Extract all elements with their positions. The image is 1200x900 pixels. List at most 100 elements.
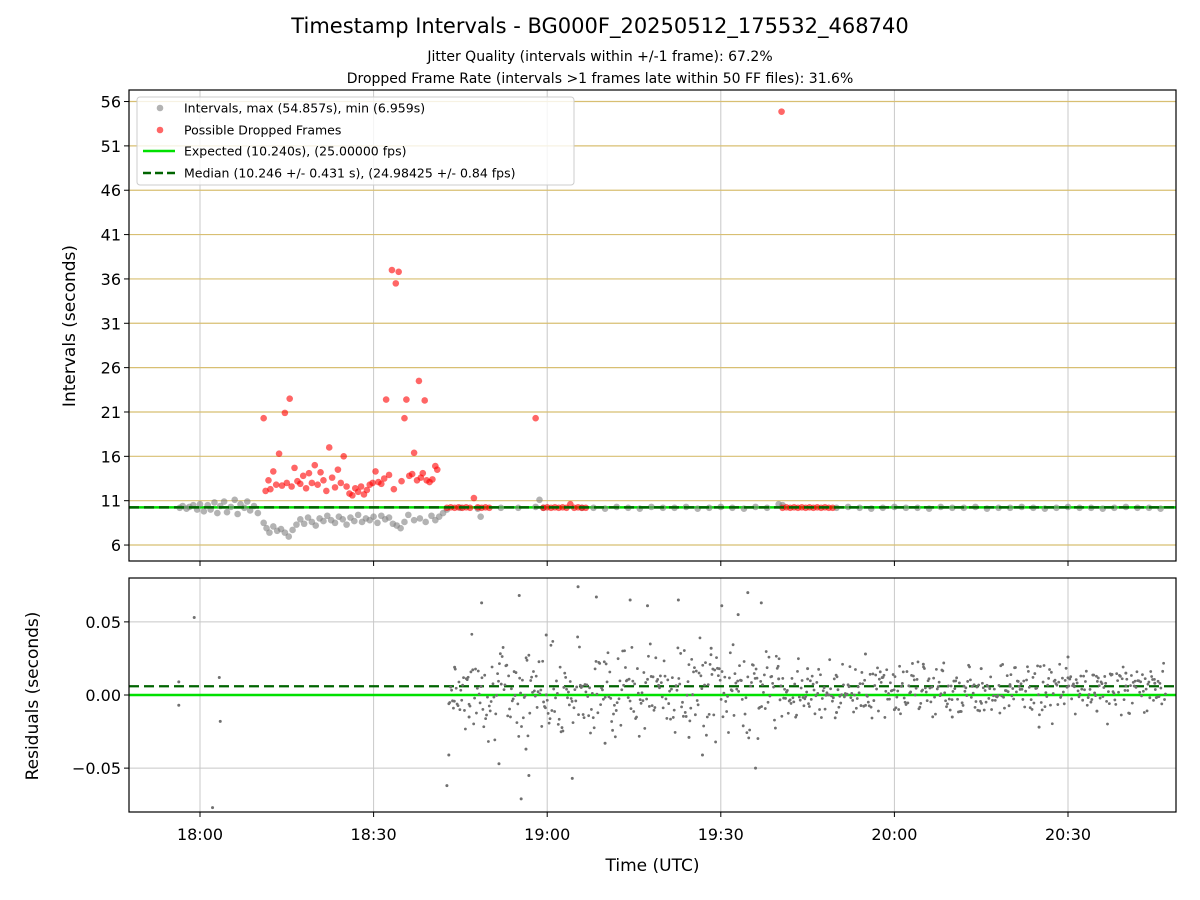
residual-point xyxy=(959,710,963,713)
residual-point xyxy=(483,673,487,677)
residual-point xyxy=(1107,690,1110,694)
residual-point xyxy=(1036,664,1039,668)
residual-point xyxy=(1149,670,1153,673)
residual-point xyxy=(538,692,542,696)
residual-point xyxy=(1101,695,1105,698)
residual-point xyxy=(1089,700,1093,704)
residual-point xyxy=(965,694,969,697)
residual-point xyxy=(732,714,736,717)
x-axis-label: Time (UTC) xyxy=(605,856,700,876)
residual-point xyxy=(528,711,532,715)
residual-point xyxy=(523,694,527,698)
residual-point xyxy=(594,595,598,599)
residual-point xyxy=(569,697,573,700)
residual-point xyxy=(955,676,959,680)
residual-point xyxy=(1031,675,1035,679)
residual-point xyxy=(642,671,646,674)
residual-point xyxy=(546,711,550,715)
interval-point xyxy=(354,511,362,519)
residual-point xyxy=(558,665,562,669)
residual-point xyxy=(1047,676,1051,680)
residual-point xyxy=(486,740,490,743)
interval-point xyxy=(260,519,267,527)
residual-point xyxy=(925,699,929,703)
x-tick-label: 20:30 xyxy=(1045,825,1091,844)
residual-point xyxy=(484,717,488,721)
residual-point xyxy=(692,670,695,674)
interval-point xyxy=(401,518,408,526)
residual-point xyxy=(762,690,765,694)
residual-point xyxy=(1019,682,1023,686)
residual-point xyxy=(515,721,519,725)
residual-point xyxy=(906,701,910,705)
residual-point xyxy=(1114,702,1118,706)
residual-point xyxy=(576,635,580,639)
residual-point xyxy=(877,677,881,681)
residual-point xyxy=(809,697,813,701)
residual-point xyxy=(860,671,864,674)
interval-point xyxy=(289,526,296,534)
residual-point xyxy=(946,702,949,706)
residual-point xyxy=(1025,678,1028,682)
residual-point xyxy=(472,722,476,726)
residual-point xyxy=(733,672,737,676)
residual-point xyxy=(509,715,512,719)
residual-point xyxy=(594,659,598,663)
residual-point xyxy=(720,604,724,608)
residual-point xyxy=(772,685,775,689)
dropped-frame-point xyxy=(308,479,316,487)
residual-point xyxy=(570,699,574,703)
residual-point xyxy=(1119,713,1123,717)
residual-point xyxy=(859,704,863,707)
residual-point xyxy=(661,706,665,710)
residual-point xyxy=(690,657,694,661)
residual-point xyxy=(1122,698,1126,702)
residual-point xyxy=(710,673,714,676)
residual-point xyxy=(553,710,557,713)
residual-point xyxy=(677,677,681,680)
residual-point xyxy=(896,689,900,693)
residual-point xyxy=(921,688,924,692)
residual-point xyxy=(1100,682,1104,685)
interval-point xyxy=(269,523,277,530)
residual-point xyxy=(798,698,802,702)
residual-point xyxy=(593,667,597,671)
residual-point xyxy=(503,683,507,687)
residual-point xyxy=(557,717,561,721)
residual-point xyxy=(992,694,995,698)
residual-point xyxy=(746,591,750,595)
residual-point xyxy=(984,700,988,704)
residual-point xyxy=(961,704,965,707)
residual-point xyxy=(603,741,607,745)
residual-point xyxy=(671,716,675,719)
residual-point xyxy=(921,662,925,666)
chart-title: Timestamp Intervals - BG000F_20250512_17… xyxy=(291,14,909,38)
residual-point xyxy=(680,705,683,709)
residual-point xyxy=(609,696,613,700)
residual-point xyxy=(838,694,842,698)
residual-point xyxy=(822,686,826,690)
residual-point xyxy=(717,667,721,671)
x-tick-label: 19:00 xyxy=(524,825,570,844)
residual-point xyxy=(628,598,632,602)
residual-point xyxy=(975,685,979,689)
residual-point xyxy=(1125,677,1129,681)
residual-point xyxy=(555,692,559,695)
residual-point xyxy=(1061,690,1065,694)
dropped-frame-point xyxy=(320,476,327,484)
residual-point xyxy=(833,716,837,720)
residual-point xyxy=(508,707,511,711)
dropped-frame-point xyxy=(419,469,427,477)
residual-point xyxy=(818,708,821,711)
residual-point xyxy=(524,656,528,660)
dropped-frame-point xyxy=(398,477,405,485)
residual-point xyxy=(493,738,497,742)
residual-point xyxy=(1038,713,1041,717)
residual-point xyxy=(1063,679,1067,682)
residual-point xyxy=(808,679,812,683)
residual-point xyxy=(1138,690,1142,694)
residual-point xyxy=(458,708,462,712)
residual-point xyxy=(632,710,636,713)
residual-point xyxy=(1128,712,1131,715)
residual-point xyxy=(841,662,844,666)
